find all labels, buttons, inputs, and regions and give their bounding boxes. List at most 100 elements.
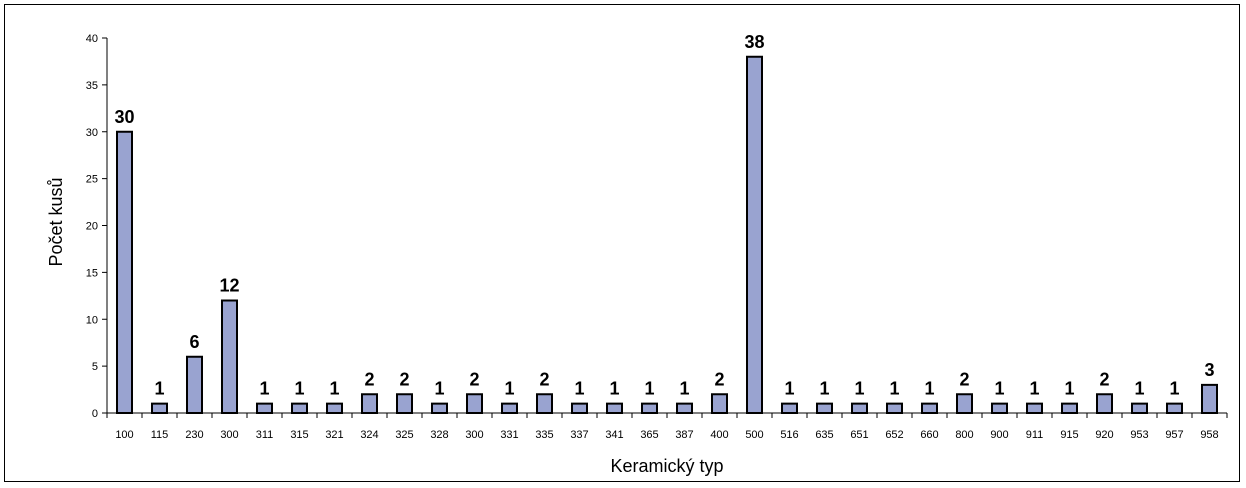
bar-660 <box>921 402 938 414</box>
data-label: 3 <box>1204 360 1214 380</box>
data-label: 2 <box>959 369 969 389</box>
data-label: 1 <box>294 379 304 399</box>
data-label: 1 <box>854 379 864 399</box>
x-tick-label: 500 <box>745 429 763 441</box>
data-label: 1 <box>329 379 339 399</box>
data-label: 1 <box>994 379 1004 399</box>
x-tick-label: 958 <box>1200 429 1218 441</box>
x-tick-label: 328 <box>430 429 448 441</box>
data-label: 2 <box>364 369 374 389</box>
data-label: 1 <box>504 379 514 399</box>
data-label: 2 <box>399 369 409 389</box>
data-label: 2 <box>469 369 479 389</box>
y-tick-label: 35 <box>86 80 98 92</box>
y-axis: 0 5 10 15 20 25 30 35 40 <box>86 33 108 420</box>
bar-328 <box>431 402 448 414</box>
x-tick-label: 516 <box>780 429 798 441</box>
x-tick-label: 387 <box>675 429 693 441</box>
y-tick-label: 10 <box>86 314 98 326</box>
x-tick-label: 800 <box>955 429 973 441</box>
bar-341 <box>606 402 623 414</box>
data-label: 1 <box>1064 379 1074 399</box>
bar-800 <box>956 393 973 414</box>
x-tick-label: 341 <box>605 429 623 441</box>
data-label: 2 <box>1099 369 1109 389</box>
data-label: 30 <box>114 107 134 127</box>
bar-911 <box>1026 402 1043 414</box>
bar-321 <box>326 402 343 414</box>
bar-400 <box>711 393 728 414</box>
y-tick-label: 25 <box>86 174 98 186</box>
data-label: 1 <box>434 379 444 399</box>
x-tick-label: 324 <box>360 429 378 441</box>
x-tick-label: 953 <box>1130 429 1148 441</box>
x-tick-label: 365 <box>640 429 658 441</box>
x-tick-label: 115 <box>151 429 169 441</box>
x-tick-label: 300 <box>220 429 238 441</box>
data-label: 1 <box>259 379 269 399</box>
data-label: 1 <box>1169 379 1179 399</box>
bar-920 <box>1096 393 1113 414</box>
data-label: 1 <box>1029 379 1039 399</box>
x-tick-label: 321 <box>325 429 343 441</box>
bar-311 <box>256 402 273 414</box>
x-tick-label: 400 <box>710 429 728 441</box>
bar-915 <box>1061 402 1078 414</box>
x-tick-label: 230 <box>185 429 203 441</box>
x-axis-title: Keramický typ <box>610 456 723 476</box>
bar-230 <box>186 355 203 414</box>
y-tick-label: 5 <box>92 361 98 373</box>
x-tick-label: 652 <box>885 429 903 441</box>
bar-958 <box>1201 383 1218 414</box>
bar-953 <box>1131 402 1148 414</box>
bar-635 <box>816 402 833 414</box>
bar-100 <box>116 130 133 414</box>
data-label: 1 <box>574 379 584 399</box>
x-tick-label: 957 <box>1165 429 1183 441</box>
bar-324 <box>361 393 378 414</box>
bar-387 <box>676 402 693 414</box>
x-tick-label: 911 <box>1026 429 1044 441</box>
y-tick-label: 20 <box>86 221 98 233</box>
y-tick-label: 0 <box>92 408 98 420</box>
data-label: 38 <box>744 32 764 52</box>
x-tick-label: 300 <box>465 429 483 441</box>
bar-500 <box>746 55 763 414</box>
x-tick-label: 325 <box>395 429 413 441</box>
x-tick-label: 315 <box>290 429 308 441</box>
bar-337 <box>571 402 588 414</box>
bars <box>116 55 1218 414</box>
y-axis-title: Počet kusů <box>46 177 66 266</box>
x-tick-label: 635 <box>815 429 833 441</box>
data-label: 2 <box>539 369 549 389</box>
x-tick-label: 915 <box>1060 429 1078 441</box>
bar-315 <box>291 402 308 414</box>
bar-325 <box>396 393 413 414</box>
bar-300 <box>221 299 238 414</box>
data-label: 2 <box>714 369 724 389</box>
data-label: 1 <box>154 379 164 399</box>
x-tick-label: 331 <box>500 429 518 441</box>
x-tick-label: 337 <box>570 429 588 441</box>
data-label: 1 <box>679 379 689 399</box>
bar-365 <box>641 402 658 414</box>
bar-651 <box>851 402 868 414</box>
chart-frame <box>4 4 1240 482</box>
bar-957 <box>1166 402 1183 414</box>
bar-900 <box>991 402 1008 414</box>
y-tick-label: 40 <box>86 33 98 45</box>
data-label: 1 <box>784 379 794 399</box>
x-tick-label: 651 <box>850 429 868 441</box>
bar-331 <box>501 402 518 414</box>
bar-652 <box>886 402 903 414</box>
data-label: 1 <box>889 379 899 399</box>
data-label: 12 <box>219 276 239 296</box>
bar-115 <box>151 402 168 414</box>
data-label: 1 <box>1134 379 1144 399</box>
data-label: 1 <box>609 379 619 399</box>
x-tick-label: 100 <box>115 429 133 441</box>
data-label: 6 <box>189 332 199 352</box>
x-tick-label: 920 <box>1095 429 1113 441</box>
